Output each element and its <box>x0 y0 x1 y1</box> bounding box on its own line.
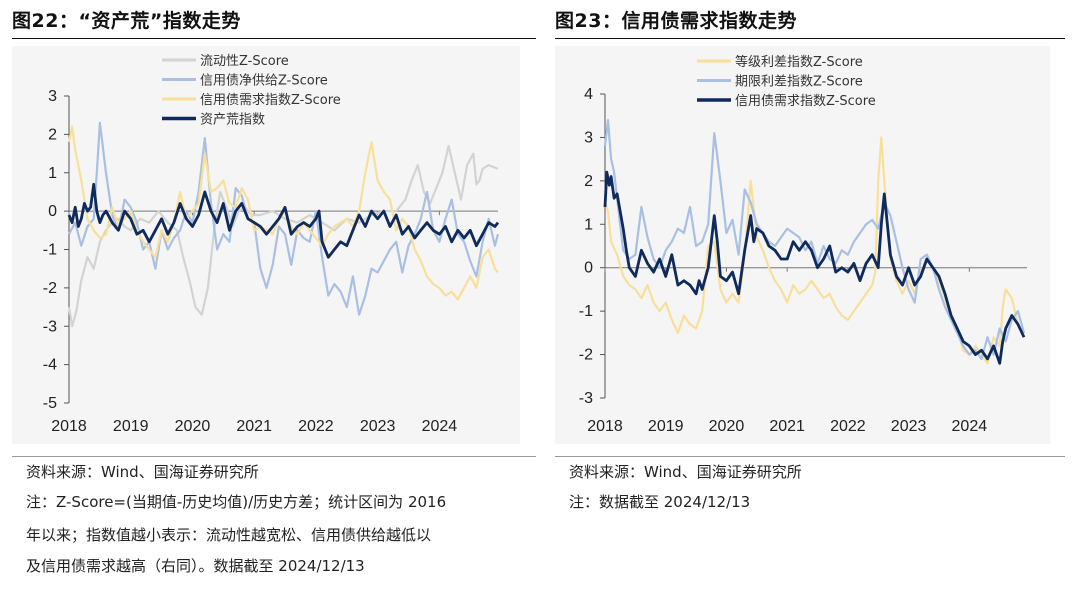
y-tick-label: -4 <box>43 357 57 374</box>
chart-svg: 3 2 1 0 -1 -2 -3 -4 -5 2018 2019 2020 2021 2022 2023 20… <box>43 54 500 435</box>
legend-label: 期限利差指数Z-Score <box>735 75 863 90</box>
series-line <box>67 144 499 328</box>
figure-23: 图23：信用债需求指数走势 4 3 2 1 0 -1 -2 -3 2018 2019 2020 202… <box>555 0 1065 596</box>
x-tick-label: 2021 <box>769 418 805 435</box>
source-rule <box>555 456 1065 457</box>
x-tick-label: 2018 <box>587 418 623 435</box>
source-rule <box>12 456 536 457</box>
note-line-2: 年以来；指数值越小表示：流动性越宽松、信用债供给越低以 <box>26 526 432 544</box>
x-tick-label: 2021 <box>236 418 272 435</box>
credit-demand-chart: 4 3 2 1 0 -1 -2 -3 2018 2019 2020 2021 2022 2023 2024 等… <box>555 46 1050 444</box>
legend-label: 信用债需求指数Z-Score <box>735 94 876 109</box>
figure-title: 图22：“资产荒”指数走势 <box>12 10 241 32</box>
note-line-1: 注：Z-Score=(当期值-历史均值)/历史方差；统计区间为 2016 <box>26 493 447 511</box>
series-line <box>603 119 1026 360</box>
legend: 等级利差指数Z-Score 期限利差指数Z-Score 信用债需求指数Z-Score <box>697 54 876 109</box>
legend-label: 信用债需求指数Z-Score <box>200 93 341 108</box>
y-tick-label: -2 <box>579 347 593 364</box>
source-text: 资料来源：Wind、国海证券研究所 <box>569 463 802 481</box>
series-line <box>603 170 1026 365</box>
title-rule <box>555 38 1065 39</box>
x-tick-label: 2019 <box>113 418 149 435</box>
y-tick-label: 0 <box>48 203 57 220</box>
figure-22: 图22：“资产荒”指数走势 3 2 1 0 -1 -2 -3 -4 -5 2018 2019 2020… <box>12 0 536 596</box>
legend-label: 资产荒指数 <box>200 113 265 128</box>
series-line <box>68 121 500 316</box>
chart-svg: 4 3 2 1 0 -1 -2 -3 2018 2019 2020 2021 2022 2023 2024 等… <box>579 54 1027 435</box>
y-tick-label: -1 <box>579 303 593 320</box>
y-tick-label: 1 <box>48 165 57 182</box>
x-tick-label: 2020 <box>175 418 211 435</box>
y-tick-label: 1 <box>584 216 593 233</box>
y-tick-label: 2 <box>48 126 57 143</box>
y-tick-label: 3 <box>584 129 593 146</box>
x-tick-label: 2018 <box>51 418 87 435</box>
y-tick-label: 2 <box>584 173 593 190</box>
x-tick-label: 2023 <box>360 418 396 435</box>
y-tick-label: -3 <box>579 390 593 407</box>
x-tick-label: 2024 <box>422 418 458 435</box>
x-tick-label: 2019 <box>648 418 684 435</box>
y-tick-label: 3 <box>48 88 57 105</box>
asset-shortage-chart: 3 2 1 0 -1 -2 -3 -4 -5 2018 2019 2020 2021 2022 2023 20… <box>12 46 520 444</box>
y-tick-label: 0 <box>584 260 593 277</box>
y-tick-label: -1 <box>43 242 57 259</box>
x-tick-label: 2020 <box>709 418 745 435</box>
series-line <box>67 182 500 259</box>
x-tick-label: 2024 <box>952 418 988 435</box>
source-text: 资料来源：Wind、国海证券研究所 <box>26 463 259 481</box>
y-tick-label: -2 <box>43 280 57 297</box>
note-line-3: 及信用债需求越高（右同）。数据截至 2024/12/13 <box>26 557 365 575</box>
x-tick-label: 2023 <box>891 418 927 435</box>
y-tick-label: 4 <box>584 86 593 103</box>
x-tick-label: 2022 <box>298 418 334 435</box>
legend-label: 等级利差指数Z-Score <box>735 54 863 70</box>
legend-label: 流动性Z-Score <box>200 54 289 69</box>
y-tick-label: -5 <box>43 395 57 412</box>
y-tick-label: -3 <box>43 318 57 335</box>
x-tick-label: 2022 <box>830 418 866 435</box>
legend: 流动性Z-Score 信用债净供给Z-Score 信用债需求指数Z-Score 资产荒… <box>162 54 341 128</box>
title-rule <box>12 38 536 39</box>
note-line-1: 注：数据截至 2024/12/13 <box>569 493 751 511</box>
legend-label: 信用债净供给Z-Score <box>200 74 328 89</box>
figure-title: 图23：信用债需求指数走势 <box>555 10 797 32</box>
